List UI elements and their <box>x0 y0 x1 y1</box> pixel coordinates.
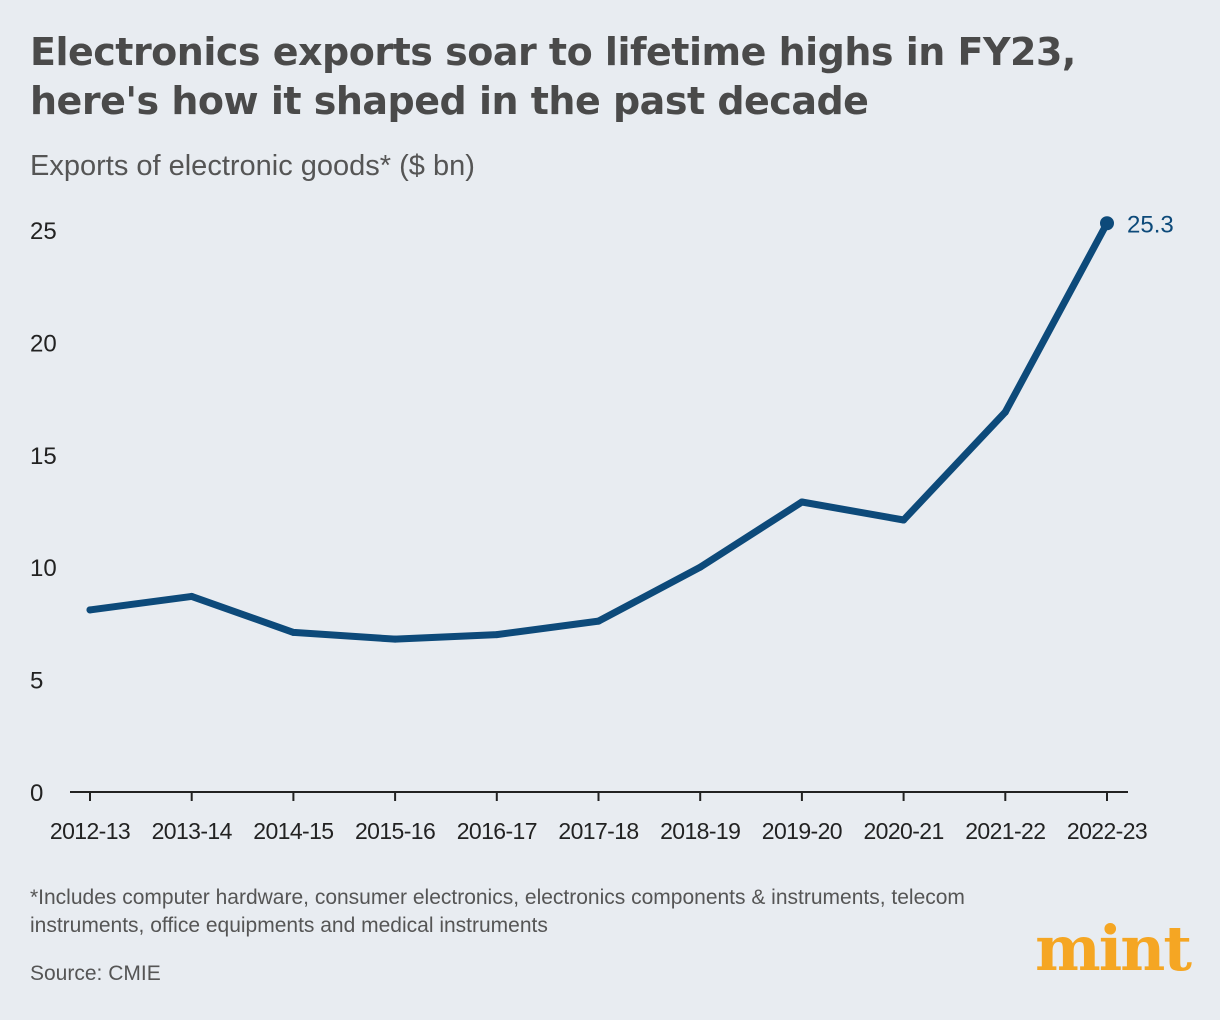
chart-title: Electronics exports soar to lifetime hig… <box>30 30 1076 123</box>
x-tick-label-2018-19: 2018-19 <box>660 818 740 844</box>
x-tick-label-2016-17: 2016-17 <box>457 818 537 844</box>
line-chart: 0 5 10 15 20 25 2012-13 2013-14 2014-15 2015-16 20… <box>30 211 1174 844</box>
y-tick-label-10: 10 <box>30 555 57 582</box>
x-tick-label-2019-20: 2019-20 <box>762 818 842 844</box>
data-point-2018-19 <box>696 563 704 571</box>
data-point-2017-18 <box>595 617 602 625</box>
end-point-marker <box>1100 216 1114 231</box>
y-tick-label-15: 15 <box>30 443 57 470</box>
mint-logo: mint <box>1035 912 1192 985</box>
data-point-2020-21 <box>900 516 908 524</box>
source-note: Source: CMIE <box>30 962 161 985</box>
chart-subtitle: Exports of electronic goods* ($ bn) <box>30 150 475 182</box>
data-point-2014-15 <box>289 628 297 636</box>
x-tick-label-2020-21: 2020-21 <box>863 818 943 844</box>
data-point-2021-22 <box>1001 408 1009 416</box>
data-point-2016-17 <box>493 631 501 639</box>
x-tick-label-2014-15: 2014-15 <box>253 818 333 844</box>
y-tick-label-25: 25 <box>30 218 57 245</box>
y-tick-label-5: 5 <box>30 668 43 695</box>
data-label-end-value: 25.3 <box>1127 211 1174 238</box>
x-tick-label-2017-18: 2017-18 <box>558 818 638 844</box>
data-point-2019-20 <box>798 498 806 506</box>
data-point-2012-13 <box>86 606 94 614</box>
x-tick-label-2015-16: 2015-16 <box>355 818 435 844</box>
x-tick-label-2012-13: 2012-13 <box>50 818 130 844</box>
y-tick-label-20: 20 <box>30 330 57 357</box>
data-point-2015-16 <box>391 635 399 643</box>
data-point-2013-14 <box>188 592 196 600</box>
x-tick-label-2013-14: 2013-14 <box>152 818 233 844</box>
x-tick-label-2021-22: 2021-22 <box>965 818 1045 844</box>
y-tick-label-0: 0 <box>30 780 43 807</box>
series-line-0 <box>86 219 1111 643</box>
x-tick-label-2022-23: 2022-23 <box>1067 818 1147 844</box>
footnote: *Includes computer hardware, consumer el… <box>30 886 965 937</box>
